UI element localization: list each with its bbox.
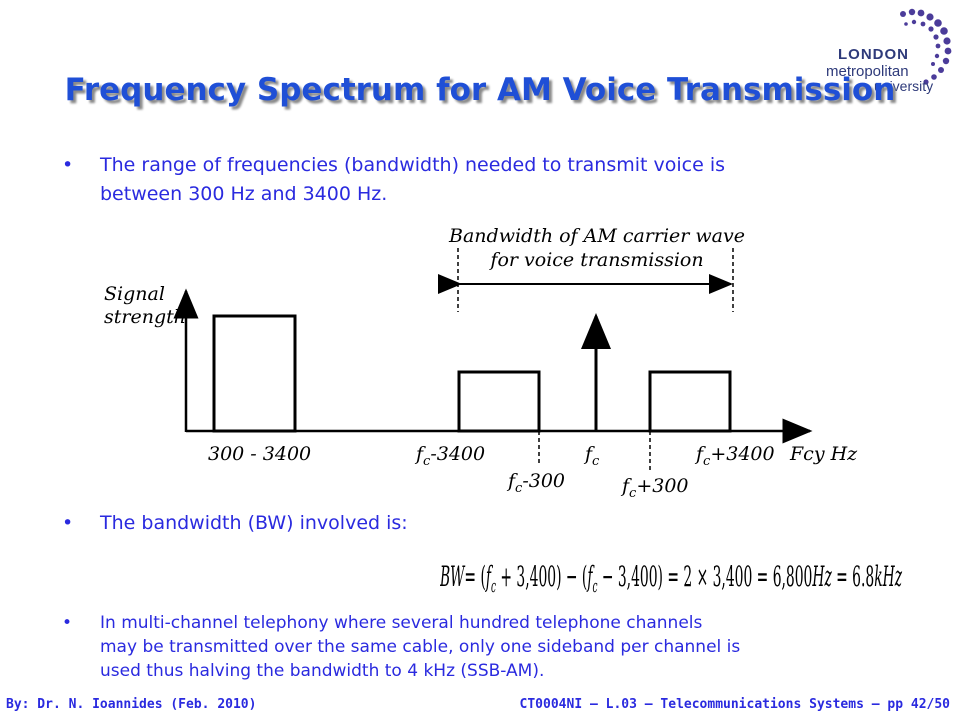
bandwidth-label-line2: for voice transmission — [488, 249, 703, 271]
bullet-line: between 300 Hz and 3400 Hz. — [100, 183, 388, 205]
y-axis-label-line1: Signal — [104, 283, 165, 305]
bullet-line: The range of frequencies (bandwidth) nee… — [100, 154, 726, 176]
footer-author: By: Dr. N. Ioannides (Feb. 2010) — [6, 697, 257, 712]
bullet-line: may be transmitted over the same cable, … — [100, 637, 741, 657]
tick-carrier: fc — [583, 443, 600, 469]
tick-baseband: 300 - 3400 — [208, 443, 311, 465]
y-axis-label-line2: strength — [104, 306, 186, 328]
logo-line-london: LONDON — [838, 46, 909, 63]
x-axis-label: Fcy Hz — [789, 443, 858, 465]
tick-lsb-inner: fc-300 — [506, 470, 565, 496]
logo-dot-ring — [900, 8, 952, 85]
tick-lsb-outer: fc-3400 — [414, 443, 485, 469]
equation-text: BW= (fc + 3,400) − (fc − 3,400) = 2 × 3,… — [440, 560, 902, 597]
lower-sideband-block — [457, 370, 541, 433]
university-logo: LONDON metropolitan university — [826, 8, 952, 94]
baseband-block — [212, 314, 297, 433]
bandwidth-label-line1: Bandwidth of AM carrier wave — [448, 225, 745, 247]
slide-title: Frequency Spectrum for AM Voice Transmis… — [64, 72, 896, 108]
bullet-line: The bandwidth (BW) involved is: — [100, 512, 408, 534]
bullet-marker: • — [62, 512, 74, 534]
bullet-marker: • — [62, 154, 74, 176]
logo-line-university: university — [874, 78, 933, 94]
bullet-line: In multi-channel telephony where several… — [100, 613, 703, 633]
bullet-marker: • — [62, 613, 73, 633]
logo-line-metropolitan: metropolitan — [826, 63, 909, 80]
footer-course: CT0004NI – L.03 – Telecommunications Sys… — [519, 697, 950, 712]
bandwidth-equation: BW= (fc + 3,400) − (fc − 3,400) = 2 × 3,… — [440, 560, 902, 597]
tick-usb-outer: fc+3400 — [694, 443, 775, 469]
spectrum-diagram: Bandwidth of AM carrier wave for voice t… — [104, 225, 858, 501]
bullet-line: used thus halving the bandwidth to 4 kHz… — [100, 661, 545, 681]
tick-usb-inner: fc+300 — [620, 475, 689, 501]
upper-sideband-block — [648, 370, 732, 433]
